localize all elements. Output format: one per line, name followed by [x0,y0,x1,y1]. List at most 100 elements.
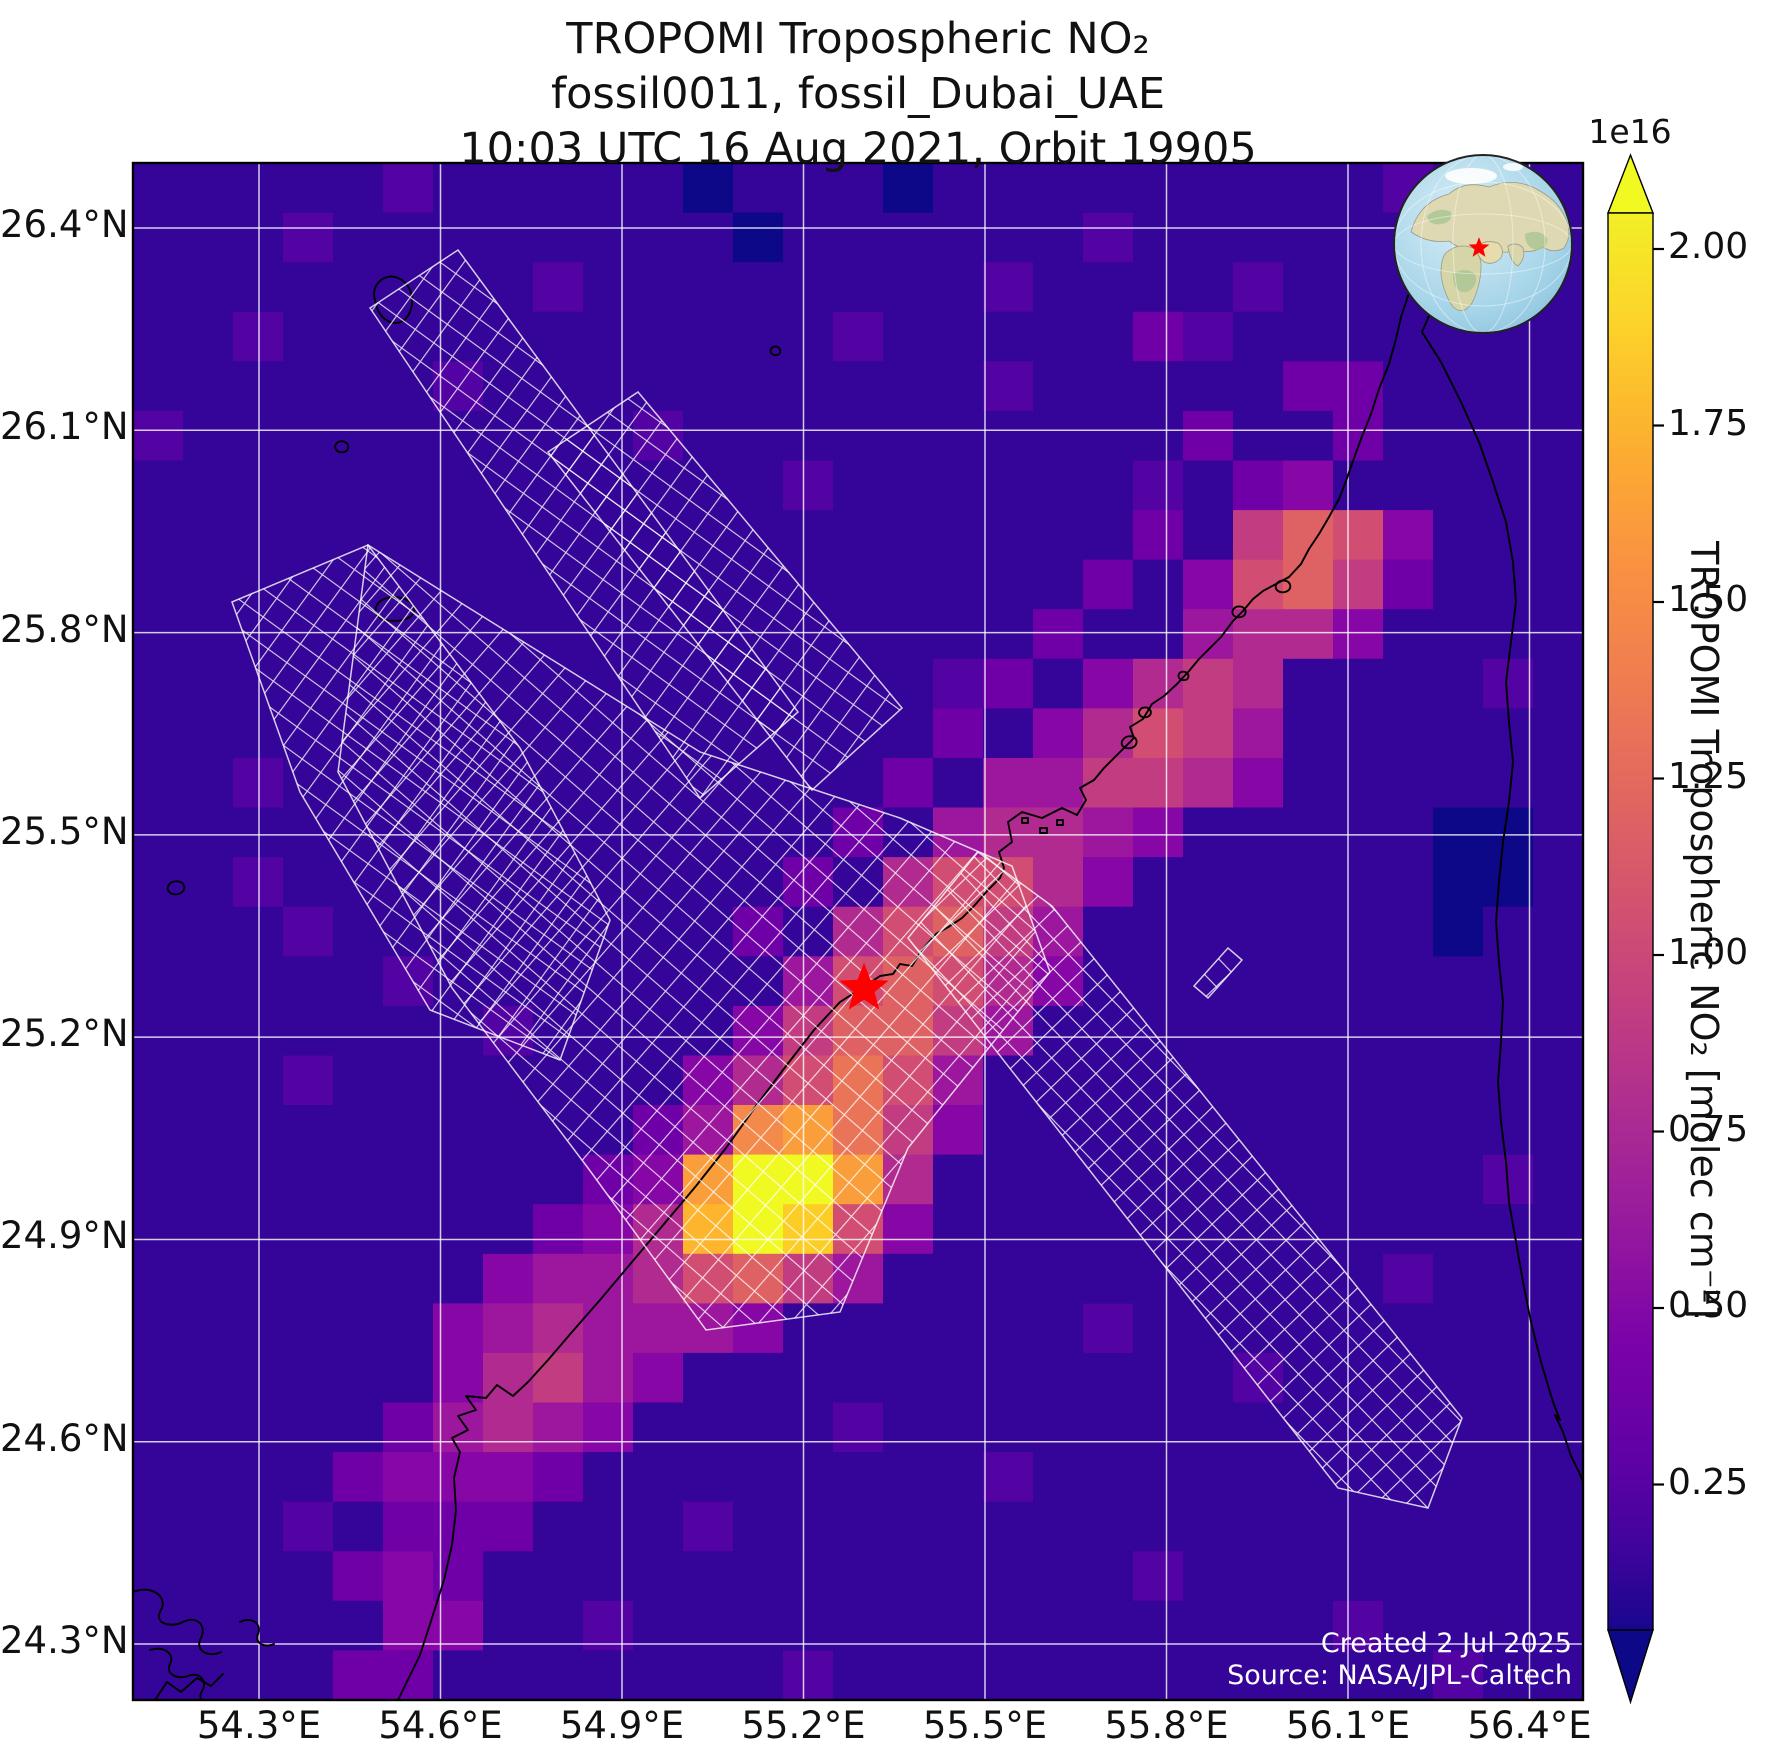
no2-cell [783,510,834,561]
no2-cell [1533,1105,1583,1156]
no2-cell [1083,1452,1134,1503]
colorbar-tick-label: 1.50 [1668,579,1749,620]
no2-cell [1133,1650,1184,1700]
no2-cell [183,1154,234,1205]
no2-cell [1383,559,1434,610]
no2-cell [1483,1551,1534,1602]
no2-cell [433,1303,484,1354]
no2-cell [983,361,1034,412]
no2-cell [883,1650,934,1700]
no2-cell [1383,1105,1434,1156]
no2-cell [833,1501,884,1553]
no2-cell [633,1303,684,1354]
figure-title-line1: TROPOMI Tropospheric NO₂ [566,14,1150,64]
no2-cell [1083,212,1134,263]
no2-cell [1383,807,1434,858]
no2-cell [833,410,884,462]
no2-cell [783,1650,834,1700]
no2-cell [1483,410,1534,462]
no2-cell [483,1551,534,1602]
no2-cell [833,1551,884,1602]
no2-cell [683,1551,734,1602]
no2-cell [1083,311,1134,363]
no2-cell [1333,1154,1384,1205]
no2-cell [1483,906,1534,958]
no2-cell [833,1303,884,1354]
no2-cell [1333,1650,1384,1700]
no2-cell [283,956,334,1007]
no2-cell [483,1352,534,1404]
no2-cell [733,1402,784,1453]
no2-cell [1433,1204,1484,1255]
no2-cell [1333,807,1384,858]
no2-cell [1433,1154,1484,1205]
no2-cell [683,1650,734,1700]
no2-cell [183,559,234,610]
no2-cell [833,361,884,412]
no2-cell [1483,559,1534,610]
no2-cell [933,1452,984,1503]
no2-cell [533,1154,584,1205]
no2-cell [983,708,1034,759]
no2-cell [883,212,934,263]
no2-cell [733,1600,784,1652]
no2-cell [1233,212,1284,263]
no2-cell [1283,212,1334,263]
no2-cell [983,758,1034,809]
no2-cell [583,1253,634,1305]
no2-cell [1133,1402,1184,1453]
no2-cell [433,460,484,511]
no2-cell [583,1303,634,1354]
no2-cell [683,212,734,263]
no2-cell [933,708,984,759]
no2-cell [783,1501,834,1553]
no2-cell [533,163,584,214]
no2-cell [1033,1501,1084,1553]
no2-cell [983,1650,1034,1700]
no2-cell [1533,1452,1583,1503]
no2-cell [583,1352,634,1404]
no2-cell [383,1204,434,1255]
no2-cell [533,1352,584,1404]
no2-cell [783,1551,834,1602]
no2-cell [1033,262,1084,313]
no2-cell [133,212,184,263]
no2-cell [883,262,934,313]
no2-cell [383,1402,434,1453]
no2-cell [983,1154,1034,1205]
no2-cell [833,1352,884,1404]
no2-cell [133,1303,184,1354]
no2-cell [533,1204,584,1255]
no2-cell [1133,559,1184,610]
no2-cell [333,311,384,363]
no2-cell [1083,361,1134,412]
no2-cell [1033,163,1084,214]
no2-cell [983,1253,1034,1305]
no2-cell [583,212,634,263]
no2-cell [1283,609,1334,660]
no2-cell [283,1650,334,1700]
no2-cell [1233,1551,1284,1602]
no2-cell [833,1402,884,1453]
no2-cell [1433,361,1484,412]
no2-cell [183,1204,234,1255]
no2-cell [583,1600,634,1652]
x-tick-label: 54.9°E [559,1704,685,1747]
no2-cell [1533,857,1583,908]
no2-cell [1383,1600,1434,1652]
no2-cell [333,1402,384,1453]
no2-cell [1383,460,1434,511]
no2-cell [1233,262,1284,313]
no2-cell [1133,410,1184,462]
no2-cell [583,262,634,313]
no2-cell [1283,510,1334,561]
no2-cell [983,460,1034,511]
no2-cell [1183,708,1234,759]
no2-cell [1083,1600,1134,1652]
no2-cell [283,857,334,908]
no2-cell [133,510,184,561]
no2-cell [533,311,584,363]
no2-cell [1333,1551,1384,1602]
no2-cell [1283,1055,1334,1106]
x-tick-label: 54.6°E [378,1704,503,1747]
